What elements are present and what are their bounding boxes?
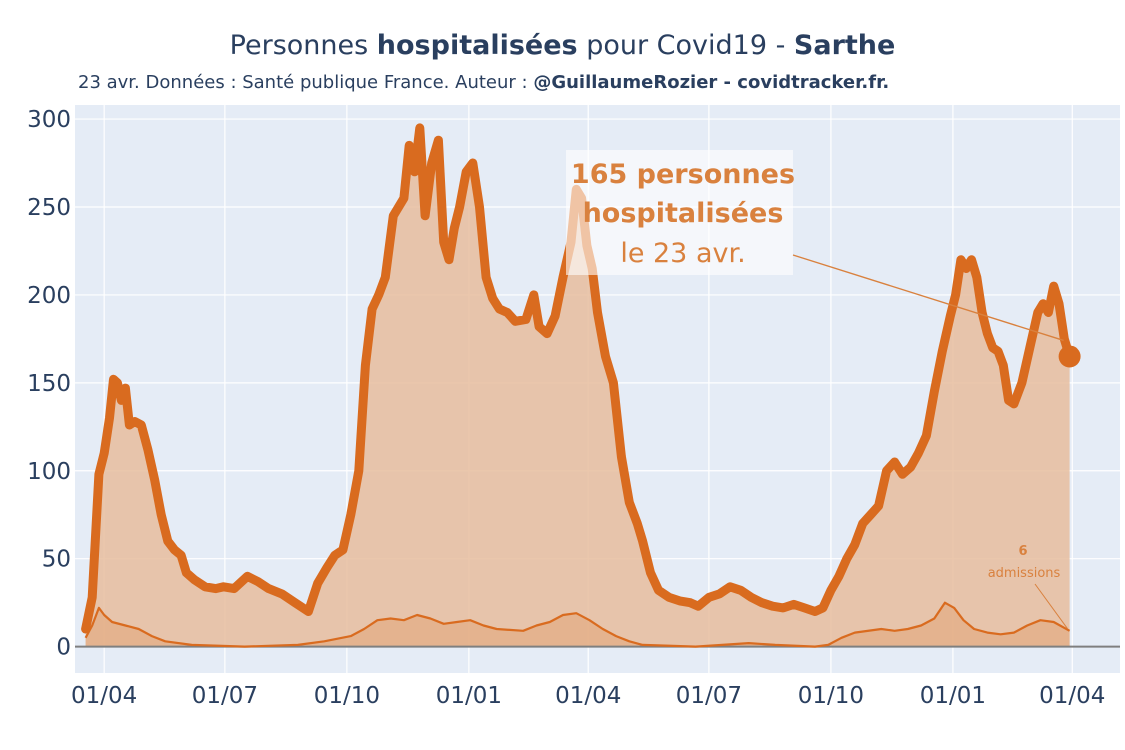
- x-tick-label: 01/01: [920, 683, 986, 709]
- y-tick-label: 300: [27, 107, 71, 133]
- title-prefix: Personnes: [229, 30, 377, 61]
- annotation-line-3: le 23 avr.: [620, 238, 745, 269]
- chart-title: Personnes hospitalisées pour Covid19 - S…: [0, 30, 1125, 61]
- annotation-line-2: hospitalisées: [583, 198, 784, 229]
- x-tick-label: 01/04: [555, 683, 621, 709]
- title-metric: hospitalisées: [376, 30, 578, 61]
- y-tick-label: 200: [27, 283, 71, 309]
- title-department: Sarthe: [793, 30, 896, 61]
- hospitalisations-area: [85, 127, 1070, 647]
- x-tick-label: 01/04: [1039, 683, 1105, 709]
- admissions-line: [84, 601, 1071, 648]
- annotation-arrow: [792, 254, 1064, 342]
- admissions-value: 6: [1018, 544, 1027, 559]
- y-tick-label: 0: [56, 635, 71, 661]
- x-tick-label: 01/10: [314, 683, 380, 709]
- annotation-box: [566, 150, 793, 275]
- admissions-area: [85, 602, 1070, 647]
- subtitle-source: 23 avr. Données : Santé publique France.…: [78, 72, 534, 93]
- admissions-label: admissions: [988, 566, 1061, 581]
- admissions-arrow: [1034, 583, 1069, 630]
- last-value-marker: [1058, 345, 1081, 368]
- x-tick-label: 01/07: [676, 683, 742, 709]
- y-tick-label: 250: [27, 195, 71, 221]
- y-tick-label: 50: [42, 547, 71, 573]
- title-middle: pour Covid19 -: [577, 30, 794, 61]
- subtitle-author: @GuillaumeRozier - covidtracker.fr.: [533, 72, 890, 93]
- annotation-line-1: 165 personnes: [571, 159, 795, 190]
- x-tick-label: 01/07: [192, 683, 258, 709]
- x-tick-label: 01/04: [71, 683, 137, 709]
- y-tick-label: 100: [27, 459, 71, 485]
- y-tick-label: 150: [27, 371, 71, 397]
- x-tick-label: 01/10: [798, 683, 864, 709]
- x-tick-label: 01/01: [436, 683, 502, 709]
- chart-subtitle: 23 avr. Données : Santé publique France.…: [78, 72, 889, 93]
